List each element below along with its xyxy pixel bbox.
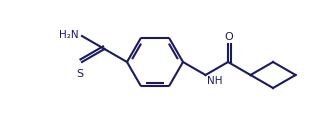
Text: H₂N: H₂N — [59, 30, 79, 40]
Text: NH: NH — [206, 76, 222, 86]
Text: S: S — [76, 69, 83, 79]
Text: O: O — [225, 32, 233, 42]
